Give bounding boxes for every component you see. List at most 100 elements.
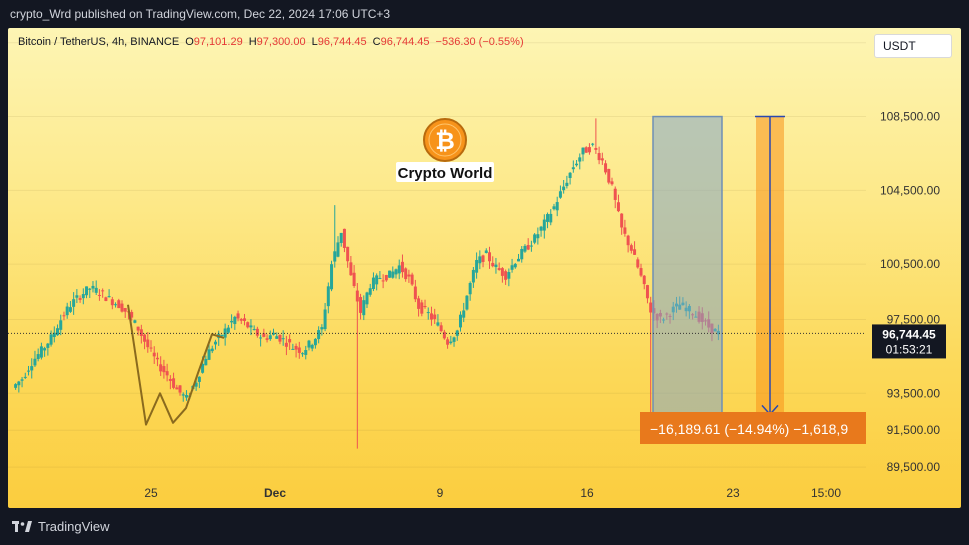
candle-body <box>46 343 50 348</box>
candle-body <box>197 376 201 382</box>
candle-body <box>478 256 482 264</box>
candle-body <box>194 382 198 387</box>
candle-body <box>317 330 321 340</box>
candle-body <box>310 344 314 349</box>
candle-body <box>591 143 595 145</box>
bitcoin-glyph: ₿ <box>435 128 455 155</box>
publisher-line: crypto_Wrd published on TradingView.com,… <box>10 7 391 21</box>
candle-body <box>342 228 346 248</box>
candle-body <box>339 232 343 243</box>
countdown-label: 01:53:21 <box>886 342 933 356</box>
candle-body <box>72 299 76 307</box>
candle-body <box>52 332 56 337</box>
y-tick-label: 100,500.00 <box>880 257 940 271</box>
candle-body <box>642 275 646 285</box>
candle-body <box>420 302 424 314</box>
candle-body <box>500 268 504 276</box>
x-tick-label: 16 <box>580 486 594 500</box>
candle-body <box>65 306 69 316</box>
candle-body <box>462 310 466 318</box>
candle-body <box>178 385 182 393</box>
candle-body <box>384 275 388 281</box>
candle-body <box>455 330 459 336</box>
candle-body <box>520 248 524 260</box>
candle-body <box>365 292 369 305</box>
candle-body <box>539 226 543 231</box>
footer-bar: TradingView <box>0 508 969 545</box>
candle-body <box>481 255 485 262</box>
candle-body <box>278 334 282 342</box>
candle-body <box>123 308 127 312</box>
candle-body <box>355 290 359 302</box>
publisher-header: crypto_Wrd published on TradingView.com,… <box>0 0 969 28</box>
candle-body <box>30 366 34 371</box>
chart-frame[interactable]: −16,189.61 (−14.94%) −1,618,9112,500.001… <box>8 28 961 508</box>
zigzag-drawing <box>127 304 225 426</box>
candle-body <box>513 263 517 268</box>
candle-body <box>152 352 156 357</box>
candle-body <box>410 274 414 285</box>
candle-body <box>533 234 537 243</box>
candle-body <box>172 378 176 388</box>
candle-body <box>529 245 533 247</box>
candle-body <box>117 300 121 309</box>
candle-body <box>39 346 43 358</box>
low-label: L <box>311 36 318 48</box>
candle-body <box>552 206 556 210</box>
open-value: 97,101.29 <box>193 36 243 48</box>
candle-body <box>581 147 585 155</box>
candle-body <box>36 354 40 359</box>
candle-body <box>568 172 572 179</box>
candle-body <box>291 348 295 350</box>
candle-body <box>259 337 263 339</box>
high-label: H <box>248 36 257 48</box>
candle-body <box>104 297 108 302</box>
price-chart[interactable]: −16,189.61 (−14.94%) −1,618,9112,500.001… <box>8 28 961 508</box>
candle-body <box>375 275 379 285</box>
candle-body <box>639 268 643 276</box>
candle-body <box>239 318 243 321</box>
candle-body <box>226 327 230 333</box>
candle-body <box>297 347 301 353</box>
low-value: 96,744.45 <box>317 36 367 48</box>
candle-body <box>404 268 408 280</box>
candle-body <box>75 295 79 298</box>
candle-body <box>620 213 624 228</box>
candle-body <box>439 325 443 332</box>
x-tick-label: 25 <box>144 486 158 500</box>
candle-body <box>56 328 60 336</box>
candle-body <box>88 288 92 290</box>
symbol-title: Bitcoin / TetherUS, 4h, BINANCE <box>18 36 180 48</box>
candle-body <box>558 191 562 198</box>
candle-body <box>320 327 324 330</box>
currency-button[interactable]: USDT <box>874 34 952 58</box>
candle-body <box>407 274 411 277</box>
candle-body <box>230 320 234 323</box>
candle-body <box>626 235 630 246</box>
candle-body <box>584 147 588 153</box>
bitcoin-coin-icon <box>423 118 467 162</box>
candle-body <box>49 334 53 345</box>
candle-body <box>636 259 640 268</box>
candle-body <box>20 379 24 381</box>
candle-body <box>400 261 404 273</box>
candle-body <box>610 181 614 185</box>
candle-body <box>307 340 311 348</box>
candle-body <box>517 258 521 262</box>
candle-body <box>330 264 334 290</box>
y-tick-label: 91,500.00 <box>887 423 941 437</box>
x-tick-label: 15:00 <box>811 486 841 500</box>
candle-body <box>475 259 479 273</box>
candle-body <box>607 168 611 183</box>
candle-body <box>510 265 514 270</box>
candle-body <box>59 320 63 330</box>
candle-body <box>175 387 179 390</box>
candle-body <box>458 314 462 328</box>
candle-body <box>359 297 363 313</box>
candle-body <box>23 376 27 378</box>
tradingview-logo-icon <box>12 520 32 533</box>
candle-body <box>442 331 446 339</box>
candle-body <box>242 318 246 321</box>
candle-body <box>497 268 501 270</box>
candle-body <box>301 353 305 355</box>
